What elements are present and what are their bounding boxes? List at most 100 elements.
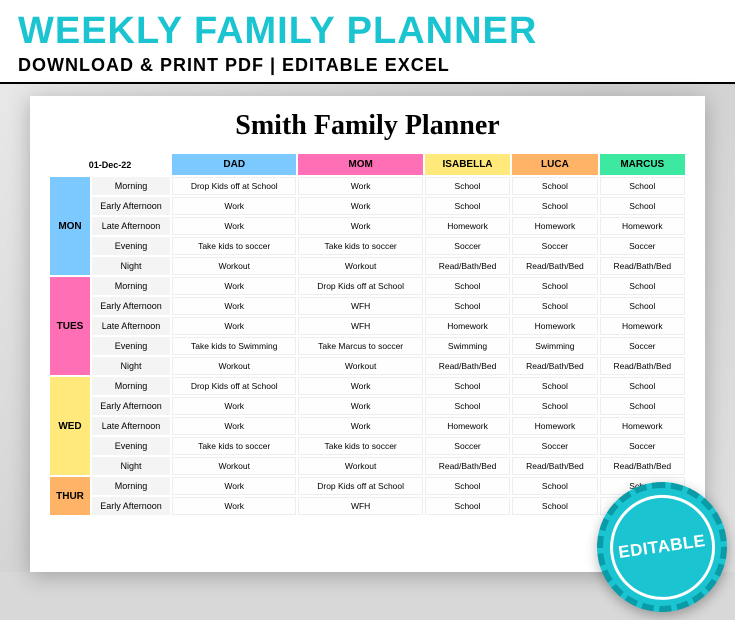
banner-subtitle: DOWNLOAD & PRINT PDF | EDITABLE EXCEL xyxy=(18,55,717,76)
badge-text: EDITABLE xyxy=(617,531,707,563)
activity-cell: School xyxy=(600,377,685,395)
activity-cell: Work xyxy=(298,217,422,235)
activity-cell: Drop Kids off at School xyxy=(172,377,296,395)
activity-cell: Soccer xyxy=(425,437,510,455)
activity-cell: Read/Bath/Bed xyxy=(425,457,510,475)
activity-cell: Workout xyxy=(172,457,296,475)
activity-cell: Work xyxy=(298,177,422,195)
activity-cell: Work xyxy=(298,377,422,395)
activity-cell: Swimming xyxy=(425,337,510,355)
activity-cell: Homework xyxy=(425,317,510,335)
member-header: LUCA xyxy=(512,154,597,175)
member-header: MARCUS xyxy=(600,154,685,175)
activity-cell: Read/Bath/Bed xyxy=(512,257,597,275)
activity-cell: Workout xyxy=(298,257,422,275)
activity-cell: School xyxy=(425,477,510,495)
activity-cell: Work xyxy=(172,317,296,335)
time-slot-label: Early Afternoon xyxy=(92,497,170,515)
activity-cell: Take Marcus to soccer xyxy=(298,337,422,355)
activity-cell: Soccer xyxy=(600,237,685,255)
activity-cell: Read/Bath/Bed xyxy=(425,357,510,375)
activity-cell: School xyxy=(512,297,597,315)
activity-cell: School xyxy=(600,177,685,195)
badge-inner: EDITABLE xyxy=(603,488,722,607)
activity-cell: School xyxy=(512,397,597,415)
activity-cell: Workout xyxy=(172,257,296,275)
activity-cell: Homework xyxy=(512,417,597,435)
activity-cell: Drop Kids off at School xyxy=(298,277,422,295)
activity-cell: Work xyxy=(298,397,422,415)
member-header: ISABELLA xyxy=(425,154,510,175)
banner-title: WEEKLY FAMILY PLANNER xyxy=(18,10,717,53)
activity-cell: WFH xyxy=(298,317,422,335)
activity-cell: School xyxy=(512,377,597,395)
time-slot-label: Morning xyxy=(92,277,170,295)
activity-cell: Work xyxy=(172,277,296,295)
activity-cell: Read/Bath/Bed xyxy=(512,357,597,375)
time-slot-label: Night xyxy=(92,257,170,275)
activity-cell: Homework xyxy=(600,417,685,435)
activity-cell: Soccer xyxy=(512,237,597,255)
activity-cell: Soccer xyxy=(600,437,685,455)
activity-cell: Soccer xyxy=(600,337,685,355)
time-slot-label: Late Afternoon xyxy=(92,317,170,335)
time-slot-label: Night xyxy=(92,357,170,375)
activity-cell: School xyxy=(425,497,510,515)
activity-cell: Work xyxy=(172,417,296,435)
time-slot-label: Early Afternoon xyxy=(92,297,170,315)
activity-cell: Take kids to Swimming xyxy=(172,337,296,355)
activity-cell: School xyxy=(512,477,597,495)
activity-cell: Read/Bath/Bed xyxy=(600,457,685,475)
activity-cell: Work xyxy=(172,197,296,215)
activity-cell: Workout xyxy=(298,357,422,375)
planner-table: 01-Dec-22DADMOMISABELLALUCAMARCUS MONMor… xyxy=(48,152,687,517)
activity-cell: Drop Kids off at School xyxy=(172,177,296,195)
activity-cell: School xyxy=(425,377,510,395)
activity-cell: School xyxy=(512,497,597,515)
activity-cell: School xyxy=(425,277,510,295)
day-label: TUES xyxy=(50,277,90,375)
planner-sheet: Smith Family Planner 01-Dec-22DADMOMISAB… xyxy=(30,96,705,572)
activity-cell: Read/Bath/Bed xyxy=(600,357,685,375)
time-slot-label: Late Afternoon xyxy=(92,417,170,435)
activity-cell: Drop Kids off at School xyxy=(298,477,422,495)
activity-cell: School xyxy=(600,297,685,315)
activity-cell: Read/Bath/Bed xyxy=(425,257,510,275)
activity-cell: Work xyxy=(172,297,296,315)
time-slot-label: Morning xyxy=(92,177,170,195)
activity-cell: Work xyxy=(172,497,296,515)
activity-cell: Homework xyxy=(425,217,510,235)
activity-cell: WFH xyxy=(298,297,422,315)
activity-cell: Take kids to soccer xyxy=(172,237,296,255)
time-slot-label: Morning xyxy=(92,477,170,495)
activity-cell: School xyxy=(600,197,685,215)
activity-cell: Workout xyxy=(172,357,296,375)
activity-cell: Work xyxy=(298,417,422,435)
activity-cell: Workout xyxy=(298,457,422,475)
activity-cell: Take kids to soccer xyxy=(172,437,296,455)
day-label: MON xyxy=(50,177,90,275)
activity-cell: Take kids to soccer xyxy=(298,437,422,455)
activity-cell: Homework xyxy=(512,217,597,235)
activity-cell: WFH xyxy=(298,497,422,515)
activity-cell: Work xyxy=(172,397,296,415)
time-slot-label: Early Afternoon xyxy=(92,197,170,215)
time-slot-label: Early Afternoon xyxy=(92,397,170,415)
activity-cell: School xyxy=(512,277,597,295)
activity-cell: Read/Bath/Bed xyxy=(512,457,597,475)
time-slot-label: Evening xyxy=(92,437,170,455)
activity-cell: Work xyxy=(298,197,422,215)
activity-cell: School xyxy=(425,397,510,415)
activity-cell: Homework xyxy=(600,317,685,335)
activity-cell: School xyxy=(425,297,510,315)
time-slot-label: Evening xyxy=(92,337,170,355)
time-slot-label: Late Afternoon xyxy=(92,217,170,235)
activity-cell: School xyxy=(600,397,685,415)
banner-header: WEEKLY FAMILY PLANNER DOWNLOAD & PRINT P… xyxy=(0,0,735,84)
planner-title: Smith Family Planner xyxy=(48,110,687,142)
activity-cell: School xyxy=(600,277,685,295)
activity-cell: Homework xyxy=(600,217,685,235)
time-slot-label: Night xyxy=(92,457,170,475)
activity-cell: School xyxy=(425,177,510,195)
activity-cell: School xyxy=(512,197,597,215)
